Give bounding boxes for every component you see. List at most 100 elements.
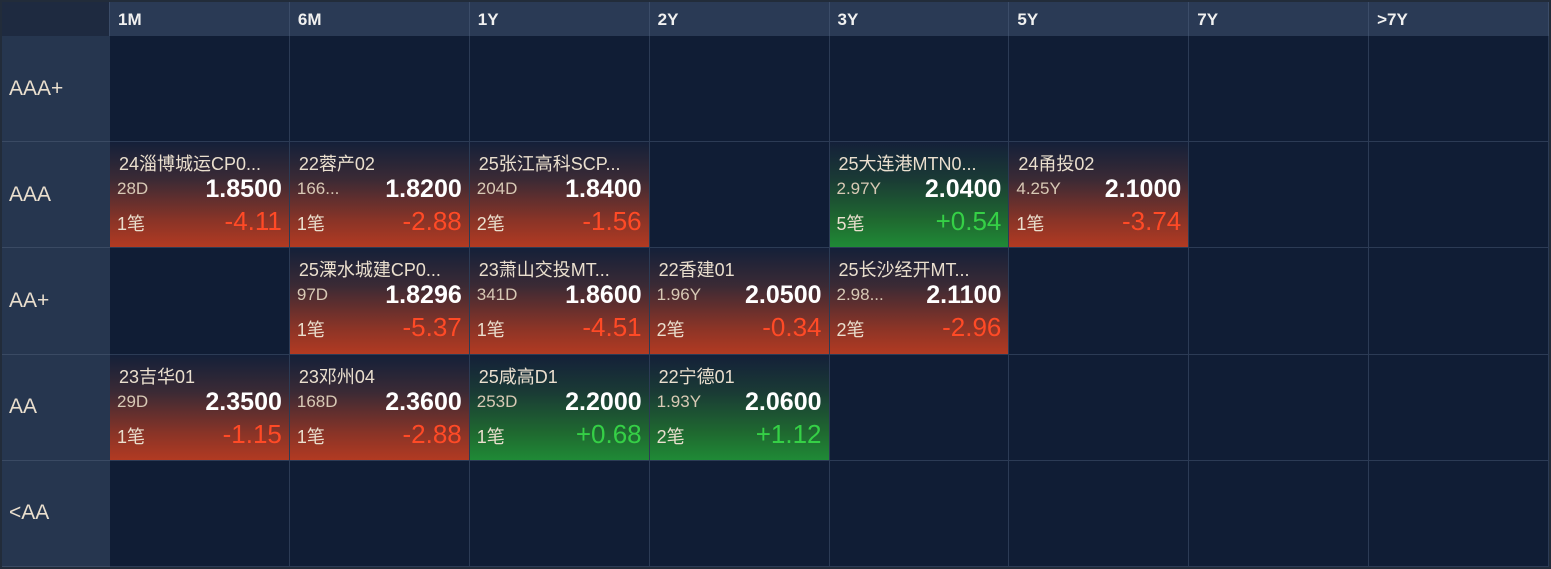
empty-cell: [649, 142, 830, 249]
empty-cell: [829, 36, 1010, 143]
price: 2.0600: [745, 387, 822, 416]
price: 1.8500: [205, 175, 282, 204]
quote-cell[interactable]: 23吉华01 29D 2.3500 1笔 -1.15: [110, 354, 290, 461]
trade-count: 1笔: [296, 214, 325, 235]
term: 341D: [476, 285, 518, 305]
term: 1.96Y: [656, 285, 702, 305]
quote-cell[interactable]: 24甬投02 4.25Y 2.1000 1笔 -3.74: [1009, 142, 1190, 249]
empty-cell: [649, 36, 830, 143]
trade-count: 1笔: [117, 214, 146, 235]
empty-cell: [1009, 36, 1190, 143]
column-header[interactable]: 5Y: [1009, 2, 1190, 36]
trade-count: 1笔: [1016, 214, 1045, 235]
change: -3.74: [1121, 206, 1182, 237]
change: -2.96: [942, 312, 1002, 343]
quote-cell[interactable]: 25张江高科SCP... 204D 1.8400 2笔 -1.56: [469, 142, 650, 249]
column-header[interactable]: 1M: [110, 2, 290, 36]
term: 28D: [117, 179, 149, 199]
empty-cell: [1369, 354, 1549, 461]
empty-cell: [110, 460, 290, 567]
price: 2.3500: [205, 387, 282, 416]
trade-count: 2笔: [476, 214, 505, 235]
change: -4.51: [582, 312, 642, 343]
quote-cell[interactable]: 22蓉产02 166... 1.8200 1笔 -2.88: [289, 142, 470, 249]
change: -0.34: [762, 312, 822, 343]
term: 253D: [476, 391, 518, 411]
term: 166...: [296, 179, 340, 199]
quote-cell[interactable]: 23邓州04 168D 2.3600 1笔 -2.88: [289, 354, 470, 461]
bond-name: 22蓉产02: [298, 154, 375, 175]
quote-cell[interactable]: 25大连港MTN0... 2.97Y 2.0400 5笔 +0.54: [829, 142, 1010, 249]
bond-name: 24甬投02: [1018, 154, 1095, 175]
term: 204D: [476, 179, 518, 199]
empty-cell: [1009, 460, 1190, 567]
column-header[interactable]: 7Y: [1189, 2, 1370, 36]
change: +0.68: [575, 418, 642, 449]
column-header[interactable]: 6M: [289, 2, 470, 36]
empty-cell: [829, 354, 1010, 461]
bond-name: 23萧山交投MT...: [478, 260, 610, 281]
price: 2.0400: [924, 175, 1002, 204]
price: 2.0500: [745, 281, 822, 310]
empty-cell: [1369, 142, 1549, 249]
trade-count: 1笔: [476, 426, 505, 447]
term: 2.98...: [836, 285, 884, 305]
change: -2.88: [402, 418, 462, 449]
empty-cell: [1189, 36, 1370, 143]
trade-count: 1笔: [296, 320, 325, 341]
trade-count: 1笔: [117, 426, 146, 447]
column-header[interactable]: 1Y: [469, 2, 650, 36]
term: 2.97Y: [836, 179, 881, 199]
bond-name: 25张江高科SCP...: [478, 154, 621, 175]
bond-name: 25溧水城建CP0...: [298, 260, 441, 281]
column-header[interactable]: 2Y: [649, 2, 830, 36]
bond-name: 23吉华01: [119, 366, 196, 387]
empty-cell: [469, 36, 650, 143]
price: 2.2000: [565, 387, 642, 416]
price: 2.1000: [1104, 175, 1182, 204]
empty-cell: [289, 36, 470, 143]
term: 97D: [296, 285, 329, 305]
bond-name: 22宁德01: [658, 366, 735, 387]
empty-cell: [1189, 142, 1370, 249]
change: +1.12: [755, 418, 822, 449]
empty-cell: [1009, 354, 1190, 461]
corner: [2, 2, 110, 36]
column-header[interactable]: >7Y: [1369, 2, 1549, 36]
trade-count: 2笔: [656, 426, 685, 447]
bond-name: 24淄博城运CP0...: [119, 154, 262, 175]
empty-cell: [1189, 248, 1370, 355]
bond-name: 25长沙经开MT...: [838, 260, 970, 281]
quote-cell[interactable]: 23萧山交投MT... 341D 1.8600 1笔 -4.51: [469, 248, 650, 355]
change: -5.37: [402, 312, 462, 343]
price: 1.8296: [385, 281, 462, 310]
quote-cell[interactable]: 24淄博城运CP0... 28D 1.8500 1笔 -4.11: [110, 142, 290, 249]
quote-cell[interactable]: 25长沙经开MT... 2.98... 2.1100 2笔 -2.96: [829, 248, 1010, 355]
bond-name: 23邓州04: [298, 366, 375, 387]
quote-cell[interactable]: 25咸高D1 253D 2.2000 1笔 +0.68: [469, 354, 650, 461]
trade-count: 2笔: [836, 320, 865, 341]
trade-count: 5笔: [836, 214, 865, 235]
row-label: AA: [2, 354, 110, 461]
empty-cell: [829, 460, 1010, 567]
row-label: <AA: [2, 460, 110, 567]
empty-cell: [1189, 354, 1370, 461]
price: 2.1100: [926, 281, 1002, 310]
bond-name: 22香建01: [658, 260, 735, 281]
row-label: AA+: [2, 248, 110, 355]
quote-cell[interactable]: 22宁德01 1.93Y 2.0600 2笔 +1.12: [649, 354, 830, 461]
bond-name: 25大连港MTN0...: [838, 154, 977, 175]
empty-cell: [1189, 460, 1370, 567]
quote-cell[interactable]: 22香建01 1.96Y 2.0500 2笔 -0.34: [649, 248, 830, 355]
change: +0.54: [935, 206, 1002, 237]
bond-name: 25咸高D1: [478, 366, 558, 387]
row-label: AAA: [2, 142, 110, 249]
empty-cell: [1009, 248, 1190, 355]
price: 2.3600: [385, 387, 462, 416]
column-header[interactable]: 3Y: [829, 2, 1010, 36]
change: -1.56: [582, 206, 642, 237]
empty-cell: [289, 460, 470, 567]
quote-cell[interactable]: 25溧水城建CP0... 97D 1.8296 1笔 -5.37: [289, 248, 470, 355]
trade-count: 1笔: [296, 426, 325, 447]
